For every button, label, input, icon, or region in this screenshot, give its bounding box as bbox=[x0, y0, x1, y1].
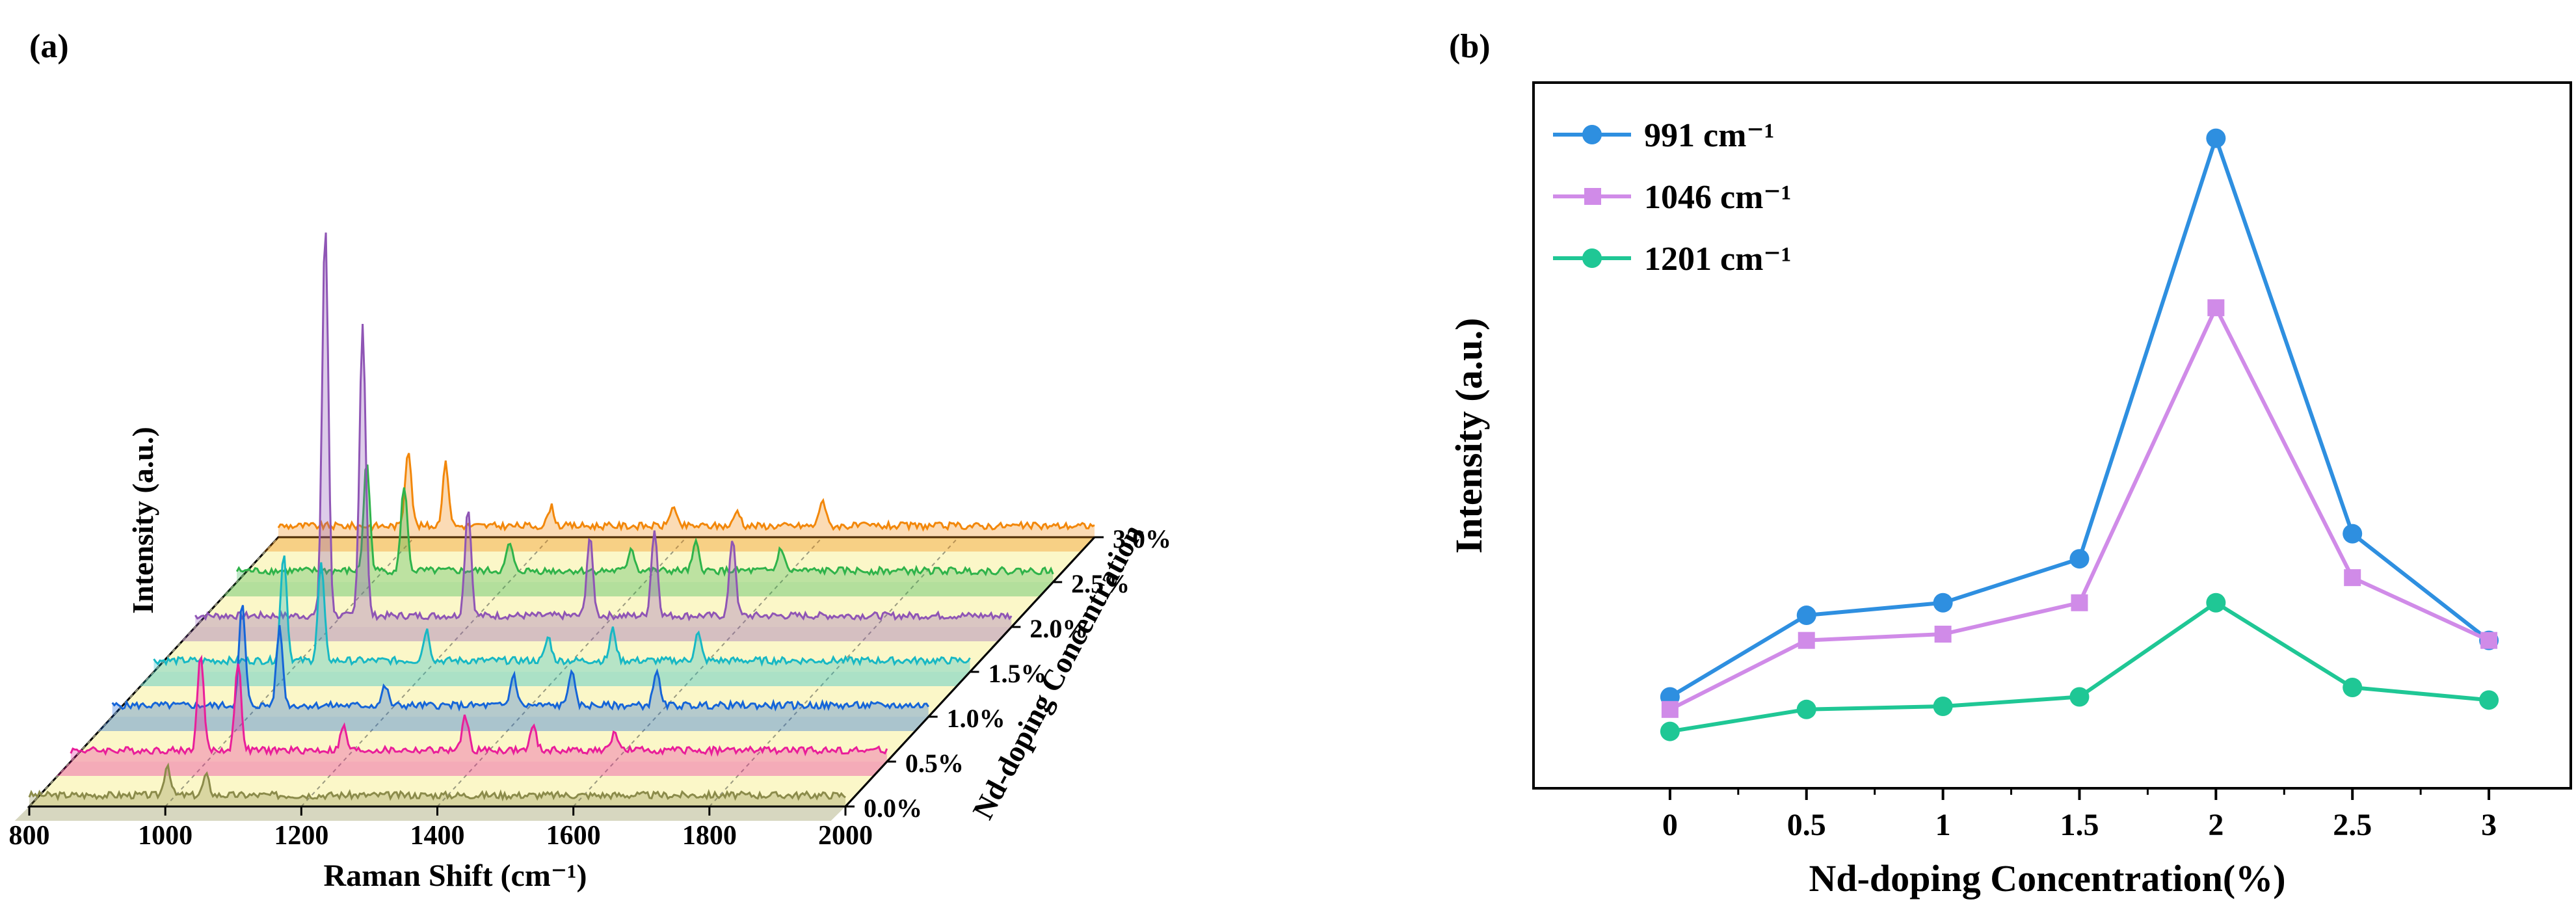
panel-a-spectrum-line bbox=[194, 232, 1013, 622]
panel-b-x-axis-label: Nd-doping Concentration(%) bbox=[1809, 857, 2285, 899]
panel-b-data-point bbox=[2069, 549, 2090, 569]
panel-a-ribbon-base bbox=[263, 537, 1095, 552]
panel-b-data-point bbox=[2343, 524, 2363, 544]
panel-b-line-chart: (b) 0 0.5 1 1.5 2 2.5 3 991 cm⁻¹ 1046 cm⁻¹ 1201 … bbox=[1448, 28, 2572, 899]
panel-a-ribbon-base bbox=[98, 717, 929, 731]
panel-b-x-ticks: 0 0.5 1 1.5 2 2.5 3 bbox=[1662, 788, 2497, 842]
panel-a-z-tick-label: 1.0% bbox=[947, 704, 1005, 733]
panel-b-legend-entry: 991 cm⁻¹ bbox=[1553, 117, 1774, 154]
panel-a-spectrum-line bbox=[28, 762, 846, 802]
panel-a-series-2.0pct bbox=[180, 232, 1013, 641]
panel-b-data-point bbox=[1796, 699, 1816, 719]
panel-a-spectrum-fill bbox=[29, 765, 845, 806]
panel-b-legend-label: 1201 cm⁻¹ bbox=[1644, 241, 1791, 278]
panel-a-x-axis-label: Raman Shift (cm⁻¹) bbox=[323, 859, 587, 893]
panel-b-legend-marker bbox=[1582, 125, 1602, 144]
panel-b-x-tick-label: 1 bbox=[1935, 808, 1951, 842]
panel-b-x-tick-label: 2.5 bbox=[2333, 808, 2372, 842]
panel-b-data-point bbox=[2343, 678, 2363, 698]
panel-b-x-tick-label: 1.5 bbox=[2060, 808, 2099, 842]
panel-a-depth-gridline bbox=[436, 537, 687, 807]
panel-b-legend-marker bbox=[1582, 248, 1602, 268]
panel-a-series-group bbox=[14, 232, 1095, 821]
panel-a-series-0.0pct bbox=[14, 762, 846, 821]
panel-b-data-point bbox=[1933, 593, 1953, 613]
panel-a-ribbon-base bbox=[14, 806, 846, 821]
panel-b-legend-marker bbox=[1584, 188, 1601, 205]
panel-a-spectrum-line bbox=[70, 654, 888, 757]
panel-a-series-3.0pct bbox=[263, 453, 1095, 552]
panel-b-y-axis-label: Intensity (a.u.) bbox=[1448, 318, 1490, 554]
panel-b-legend-entry: 1201 cm⁻¹ bbox=[1553, 241, 1791, 278]
panel-b-data-point bbox=[2207, 299, 2225, 317]
panel-a-label: (a) bbox=[29, 28, 69, 65]
panel-a-series-2.5pct bbox=[222, 464, 1054, 596]
panel-a-ribbon-base bbox=[222, 582, 1054, 596]
panel-a-depth-gridline bbox=[29, 537, 279, 807]
panel-b-legend-label: 991 cm⁻¹ bbox=[1644, 117, 1774, 154]
panel-a-z-tick-label: 3.0% bbox=[1113, 524, 1171, 553]
panel-a-spectrum-line bbox=[153, 555, 971, 667]
panel-b-data-point bbox=[1798, 632, 1815, 649]
panel-b-data-point bbox=[1660, 721, 1680, 741]
panel-a-spectrum-line bbox=[235, 464, 1054, 577]
panel-a-x-tick-label: 1400 bbox=[410, 821, 465, 851]
panel-b-series-line bbox=[1669, 132, 2490, 699]
panel-a-x-tick-label: 1800 bbox=[682, 821, 737, 851]
panel-b-data-point bbox=[2206, 128, 2226, 148]
panel-b-data-point bbox=[1933, 696, 1953, 716]
panel-b-x-tick-label: 0 bbox=[1662, 808, 1678, 842]
panel-b-data-point bbox=[2069, 687, 2090, 707]
panel-a-spectrum-fill bbox=[278, 453, 1095, 537]
panel-a-z-tick-label: 0.5% bbox=[905, 749, 964, 778]
panel-a-depth-gridline bbox=[709, 537, 959, 807]
panel-b-x-tick-label: 2 bbox=[2208, 808, 2224, 842]
panel-b-data-point bbox=[1796, 606, 1816, 626]
panel-a-spectrum-fill bbox=[112, 605, 929, 717]
panel-b-legend-label: 1046 cm⁻¹ bbox=[1644, 179, 1791, 216]
panel-a-x-tick-label: 2000 bbox=[818, 821, 873, 851]
panel-b-data-point bbox=[2344, 569, 2361, 587]
panel-b-data-point bbox=[2071, 594, 2088, 611]
panel-a-y-axis-label: Intensity (a.u.) bbox=[126, 427, 159, 614]
panel-b-data-point bbox=[1934, 626, 1952, 643]
panel-b-series bbox=[1661, 299, 2498, 718]
panel-a-x-tick-label: 800 bbox=[9, 821, 50, 851]
panel-a-z-tick-label: 1.5% bbox=[989, 659, 1047, 688]
panel-a-depth-gridline bbox=[165, 537, 415, 807]
panel-a-ribbon-base bbox=[139, 672, 970, 686]
panel-a-z-tick-label: 2.5% bbox=[1071, 569, 1130, 598]
panel-a-z-tick-label: 2.0% bbox=[1029, 614, 1088, 643]
panel-a-x-tick-label: 1600 bbox=[546, 821, 601, 851]
panel-a-x-tick-label: 1000 bbox=[138, 821, 193, 851]
panel-b-x-tick-label: 0.5 bbox=[1787, 808, 1826, 842]
panel-b-series bbox=[1660, 593, 2499, 741]
panel-a-ribbon-base bbox=[180, 627, 1012, 641]
panel-b-data-point bbox=[2206, 593, 2226, 613]
panel-b-legend: 991 cm⁻¹ 1046 cm⁻¹ 1201 cm⁻¹ bbox=[1553, 117, 1791, 278]
panel-b-data-point bbox=[2480, 632, 2498, 649]
panel-a-spectrum-line bbox=[277, 453, 1095, 532]
panel-b-data-point bbox=[1661, 700, 1679, 718]
panel-a-spectrum-line bbox=[111, 605, 929, 712]
panel-b-x-tick-label: 3 bbox=[2481, 808, 2497, 842]
panel-b-series bbox=[1660, 128, 2499, 707]
panel-b-legend-entry: 1046 cm⁻¹ bbox=[1553, 179, 1791, 216]
panel-a-z-tick-label: 0.0% bbox=[864, 793, 922, 823]
panel-b-label: (b) bbox=[1449, 28, 1491, 65]
panel-a-depth-gridline bbox=[300, 537, 551, 807]
panel-a-depth-gridline bbox=[572, 537, 823, 807]
panel-a-series-1.0pct bbox=[98, 605, 929, 731]
panel-b-series-group bbox=[1660, 128, 2499, 741]
panel-a-series-1.5pct bbox=[139, 555, 971, 686]
panel-a-x-tick-label: 1200 bbox=[274, 821, 328, 851]
panel-a-ribbon-base bbox=[56, 762, 887, 776]
panel-b-data-point bbox=[2479, 690, 2499, 710]
panel-b-plot-frame bbox=[1532, 81, 2572, 790]
panel-b-series-line bbox=[1669, 303, 2490, 712]
panel-a-series-0.5pct bbox=[56, 654, 888, 776]
